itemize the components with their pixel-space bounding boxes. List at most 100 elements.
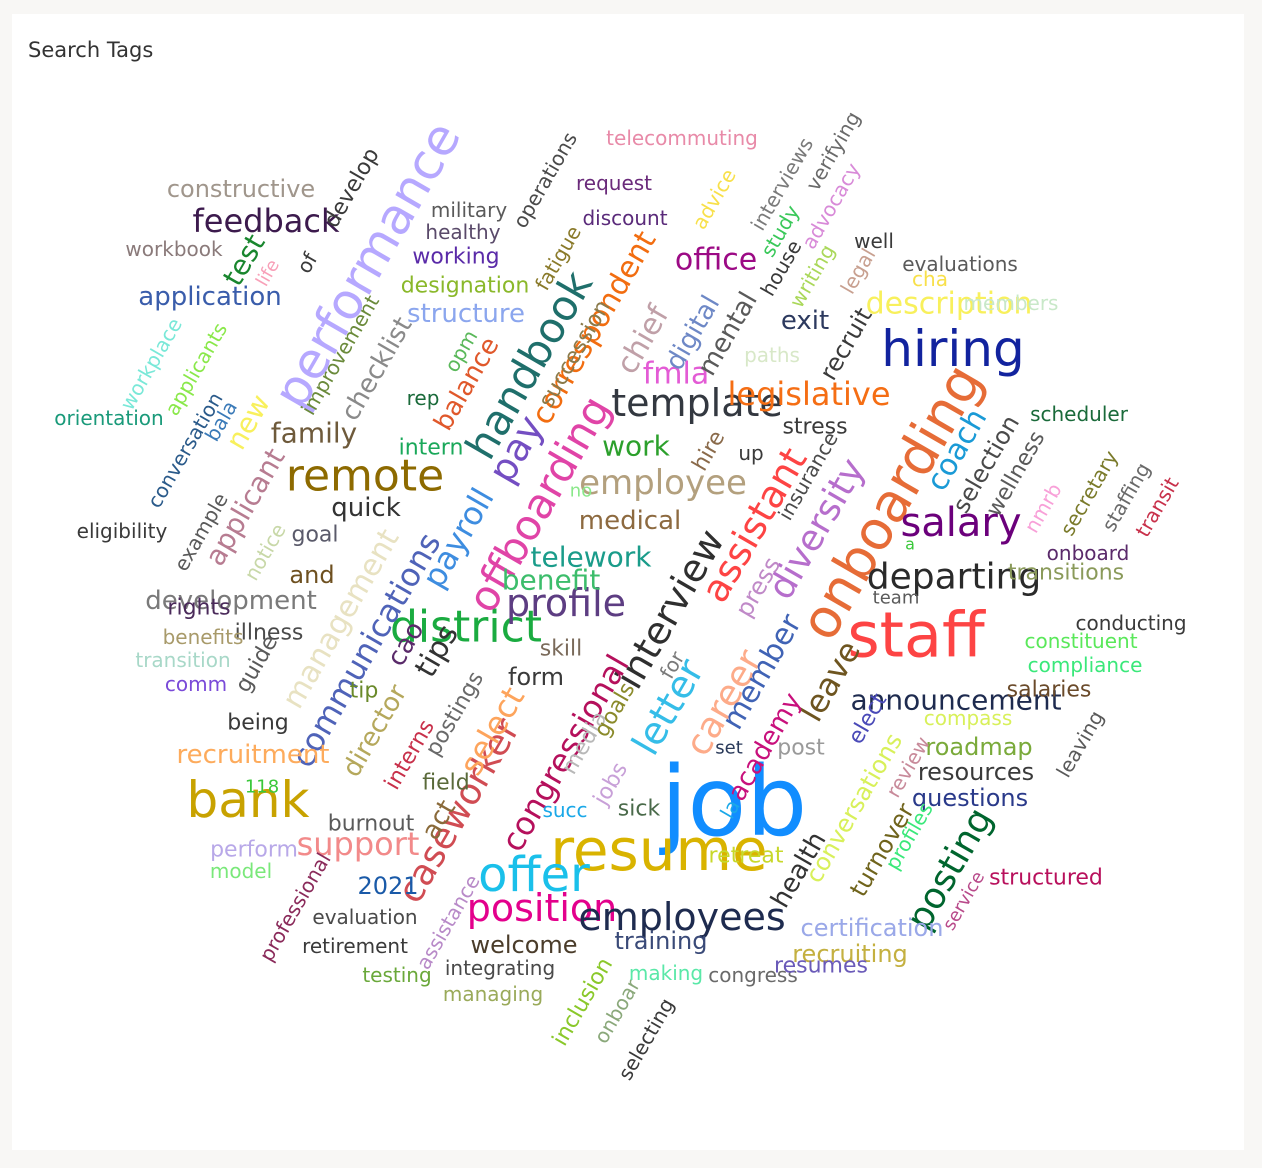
word-application[interactable]: application (138, 282, 281, 312)
word-work[interactable]: work (602, 430, 671, 463)
word-succ[interactable]: succ (542, 798, 587, 822)
word-illness[interactable]: illness (235, 621, 304, 646)
word-development[interactable]: development (145, 586, 317, 616)
word-compliance[interactable]: compliance (1028, 653, 1143, 677)
word-bank[interactable]: bank (186, 771, 309, 829)
word-form[interactable]: form (508, 663, 564, 691)
word-up[interactable]: up (738, 441, 763, 465)
word-orientation[interactable]: orientation (54, 406, 163, 430)
word-announcement[interactable]: announcement (850, 684, 1061, 717)
word-model[interactable]: model (210, 859, 272, 883)
word-members[interactable]: members (964, 291, 1059, 315)
word-retirement[interactable]: retirement (302, 934, 408, 958)
word-well[interactable]: well (854, 229, 894, 253)
word-description[interactable]: description (866, 287, 1033, 322)
word-comm[interactable]: comm (165, 672, 227, 696)
word-118[interactable]: 118 (245, 777, 279, 798)
word-salary[interactable]: salary (900, 500, 1021, 546)
word-post[interactable]: post (777, 736, 825, 761)
word-questions[interactable]: questions (912, 784, 1028, 812)
word-rep[interactable]: rep (407, 386, 440, 410)
word-eligibility[interactable]: eligibility (77, 519, 168, 543)
word-recruitment[interactable]: recruitment (177, 740, 330, 770)
word-employees[interactable]: employees (578, 895, 785, 939)
word-structure[interactable]: structure (407, 299, 525, 329)
word-no[interactable]: no (570, 481, 592, 502)
word-skill[interactable]: skill (540, 637, 583, 662)
word-working[interactable]: working (412, 245, 499, 270)
word-family[interactable]: family (271, 417, 357, 450)
word-workbook[interactable]: workbook (125, 237, 223, 261)
word-district[interactable]: district (390, 602, 542, 653)
word-resources[interactable]: resources (918, 758, 1034, 786)
word-tip[interactable]: tip (350, 679, 379, 704)
word-roadmap[interactable]: roadmap (925, 733, 1032, 761)
word-staff[interactable]: staff (847, 599, 986, 672)
word-goal[interactable]: goal (291, 523, 338, 548)
word-burnout[interactable]: burnout (328, 812, 415, 837)
word-constituent[interactable]: constituent (1024, 629, 1137, 653)
word-certification[interactable]: certification (801, 914, 944, 942)
word-a[interactable]: a (905, 535, 915, 554)
word-salaries[interactable]: salaries (1007, 678, 1092, 703)
word-cha[interactable]: cha (912, 267, 948, 291)
word-rights[interactable]: rights (167, 596, 230, 621)
word-constructive[interactable]: constructive (167, 175, 315, 203)
word-remote[interactable]: remote (286, 451, 444, 502)
word-making[interactable]: making (629, 961, 703, 985)
word-transitions[interactable]: transitions (1008, 561, 1124, 586)
word-medical[interactable]: medical (579, 506, 682, 536)
word-structured[interactable]: structured (989, 866, 1103, 891)
word-compass[interactable]: compass (924, 706, 1013, 730)
word-scheduler[interactable]: scheduler (1030, 402, 1129, 426)
word-telework[interactable]: telework (531, 541, 653, 574)
word-and[interactable]: and (289, 561, 334, 589)
word-transition[interactable]: transition (135, 648, 230, 672)
word-telecommuting[interactable]: telecommuting (606, 126, 758, 150)
word-military[interactable]: military (431, 198, 507, 222)
word-operations[interactable]: operations (508, 128, 582, 232)
word-profile[interactable]: profile (506, 581, 626, 625)
word-feedback[interactable]: feedback (193, 202, 340, 240)
word-benefits[interactable]: benefits (163, 625, 244, 649)
word-discount[interactable]: discount (582, 206, 667, 230)
word-departing[interactable]: departing (867, 557, 1042, 598)
word-testing[interactable]: testing (362, 963, 431, 987)
word-template[interactable]: template (611, 381, 783, 425)
word-evaluations[interactable]: evaluations (902, 252, 1018, 276)
word-sick[interactable]: sick (618, 797, 661, 822)
word-managing[interactable]: managing (443, 982, 543, 1006)
word-quick[interactable]: quick (331, 493, 401, 523)
word-intern[interactable]: intern (399, 436, 464, 461)
word-2021[interactable]: 2021 (357, 872, 418, 900)
word-field[interactable]: field (422, 771, 469, 796)
word-being[interactable]: being (227, 711, 289, 736)
word-job[interactable]: job (659, 746, 807, 858)
word-fmla[interactable]: fmla (643, 357, 710, 392)
word-request[interactable]: request (576, 171, 652, 195)
word-congress[interactable]: congress (708, 963, 798, 987)
word-exit[interactable]: exit (781, 306, 829, 336)
word-welcome[interactable]: welcome (470, 931, 577, 959)
word-designation[interactable]: designation (401, 274, 530, 299)
word-paths[interactable]: paths (744, 343, 800, 367)
word-onboard[interactable]: onboard (1047, 541, 1130, 565)
word-resumes[interactable]: resumes (774, 954, 868, 979)
word-legislative[interactable]: legislative (727, 375, 890, 413)
word-integrating[interactable]: integrating (445, 956, 555, 980)
word-support[interactable]: support (297, 825, 420, 863)
word-evaluation[interactable]: evaluation (312, 905, 417, 929)
word-hiring[interactable]: hiring (881, 320, 1024, 378)
word-stress[interactable]: stress (782, 415, 847, 440)
word-office[interactable]: office (675, 243, 757, 278)
word-retreat[interactable]: retreat (709, 844, 784, 869)
word-team[interactable]: team (873, 588, 920, 609)
word-leaving[interactable]: leaving (1051, 706, 1108, 781)
word-of[interactable]: of (292, 248, 323, 278)
word-training[interactable]: training (615, 927, 708, 955)
word-offer[interactable]: offer (478, 847, 590, 903)
word-healthy[interactable]: healthy (425, 220, 500, 244)
word-recruiting[interactable]: recruiting (792, 940, 908, 968)
word-advice[interactable]: advice (687, 165, 741, 234)
word-employee[interactable]: employee (579, 463, 747, 503)
